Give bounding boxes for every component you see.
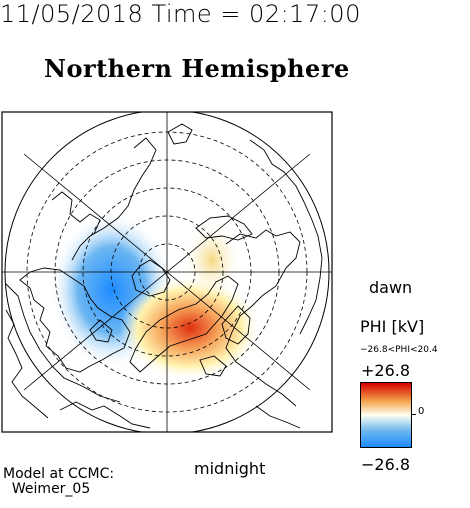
colorbar-max-label: +26.8 [361,361,411,380]
colorbar-zero-label: 0 [418,406,425,417]
coastlines [5,123,323,429]
dawn-label: dawn [369,278,413,297]
yellow-potential-cell [182,220,242,300]
colorbar-title: PHI [kV] [360,317,425,336]
colorbar-min-label: −26.8 [361,455,411,474]
timestamp: 11/05/2018 Time = 02:17:00 [0,0,361,28]
plot-title: Northern Hemisphere [44,54,350,83]
red-potential-cell [120,276,260,380]
longitude-lines [2,112,332,432]
colorbar-zero-tick [411,414,416,415]
map-content [2,112,332,432]
midnight-label: midnight [194,459,266,478]
colorbar [360,382,412,448]
polar-map [1,111,333,433]
colorbar-range: −26.8<PHI<20.4 [360,345,438,355]
map-frame [1,111,333,433]
model-credit: Model at CCMC: Weimer_05 [3,466,115,497]
